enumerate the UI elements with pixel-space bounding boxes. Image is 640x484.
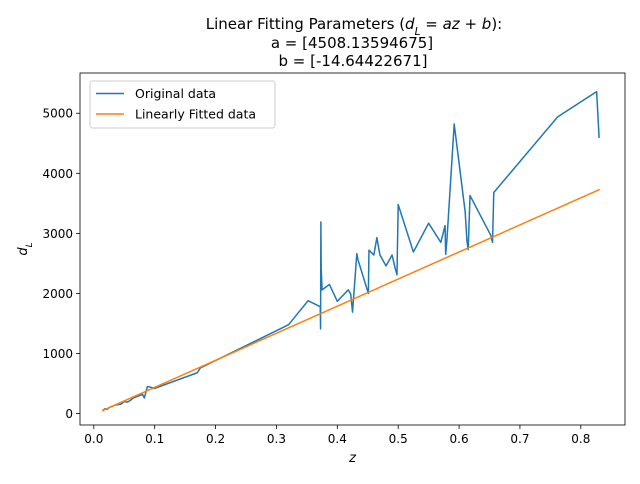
legend: Original data Linearly Fitted data xyxy=(89,80,276,129)
x-tick-label: 0.7 xyxy=(510,432,529,446)
y-axis-ticks: 0 1000 2000 3000 4000 5000 xyxy=(42,107,80,421)
y-tick-label: 2000 xyxy=(42,287,73,301)
x-tick-label: 0.8 xyxy=(571,432,590,446)
chart-title-line-2: a = [4508.13594675] xyxy=(271,34,433,52)
x-tick-label: 0.4 xyxy=(328,432,347,446)
x-tick-label: 0.0 xyxy=(84,432,103,446)
y-tick-label: 0 xyxy=(65,407,73,421)
x-tick-label: 0.3 xyxy=(267,432,286,446)
x-tick-label: 0.2 xyxy=(206,432,225,446)
y-axis-label: dL xyxy=(16,242,35,255)
chart-title-line-3: b = [-14.64422671] xyxy=(279,52,428,70)
legend-label-original: Original data xyxy=(135,86,216,101)
chart-title-line-1: Linear Fitting Parameters (dL = az + b): xyxy=(206,15,502,38)
y-tick-label: 1000 xyxy=(42,347,73,361)
legend-label-fitted: Linearly Fitted data xyxy=(135,107,256,122)
x-tick-label: 0.6 xyxy=(450,432,469,446)
y-tick-label: 5000 xyxy=(42,107,73,121)
plot-frame xyxy=(79,72,626,426)
plot-lines xyxy=(101,90,601,412)
chart-title: Linear Fitting Parameters (dL = az + b):… xyxy=(206,15,502,70)
legend-box xyxy=(89,80,276,129)
x-tick-label: 0.1 xyxy=(145,432,164,446)
x-axis-label: z xyxy=(348,451,357,466)
y-tick-label: 4000 xyxy=(42,167,73,181)
y-tick-label: 3000 xyxy=(42,227,73,241)
x-tick-label: 0.5 xyxy=(389,432,408,446)
series-line-original-data xyxy=(101,90,600,412)
series-line-fitted-data xyxy=(101,188,601,412)
x-axis-ticks: 0.0 0.1 0.2 0.3 0.4 0.5 0.6 0.7 0.8 xyxy=(84,425,590,446)
